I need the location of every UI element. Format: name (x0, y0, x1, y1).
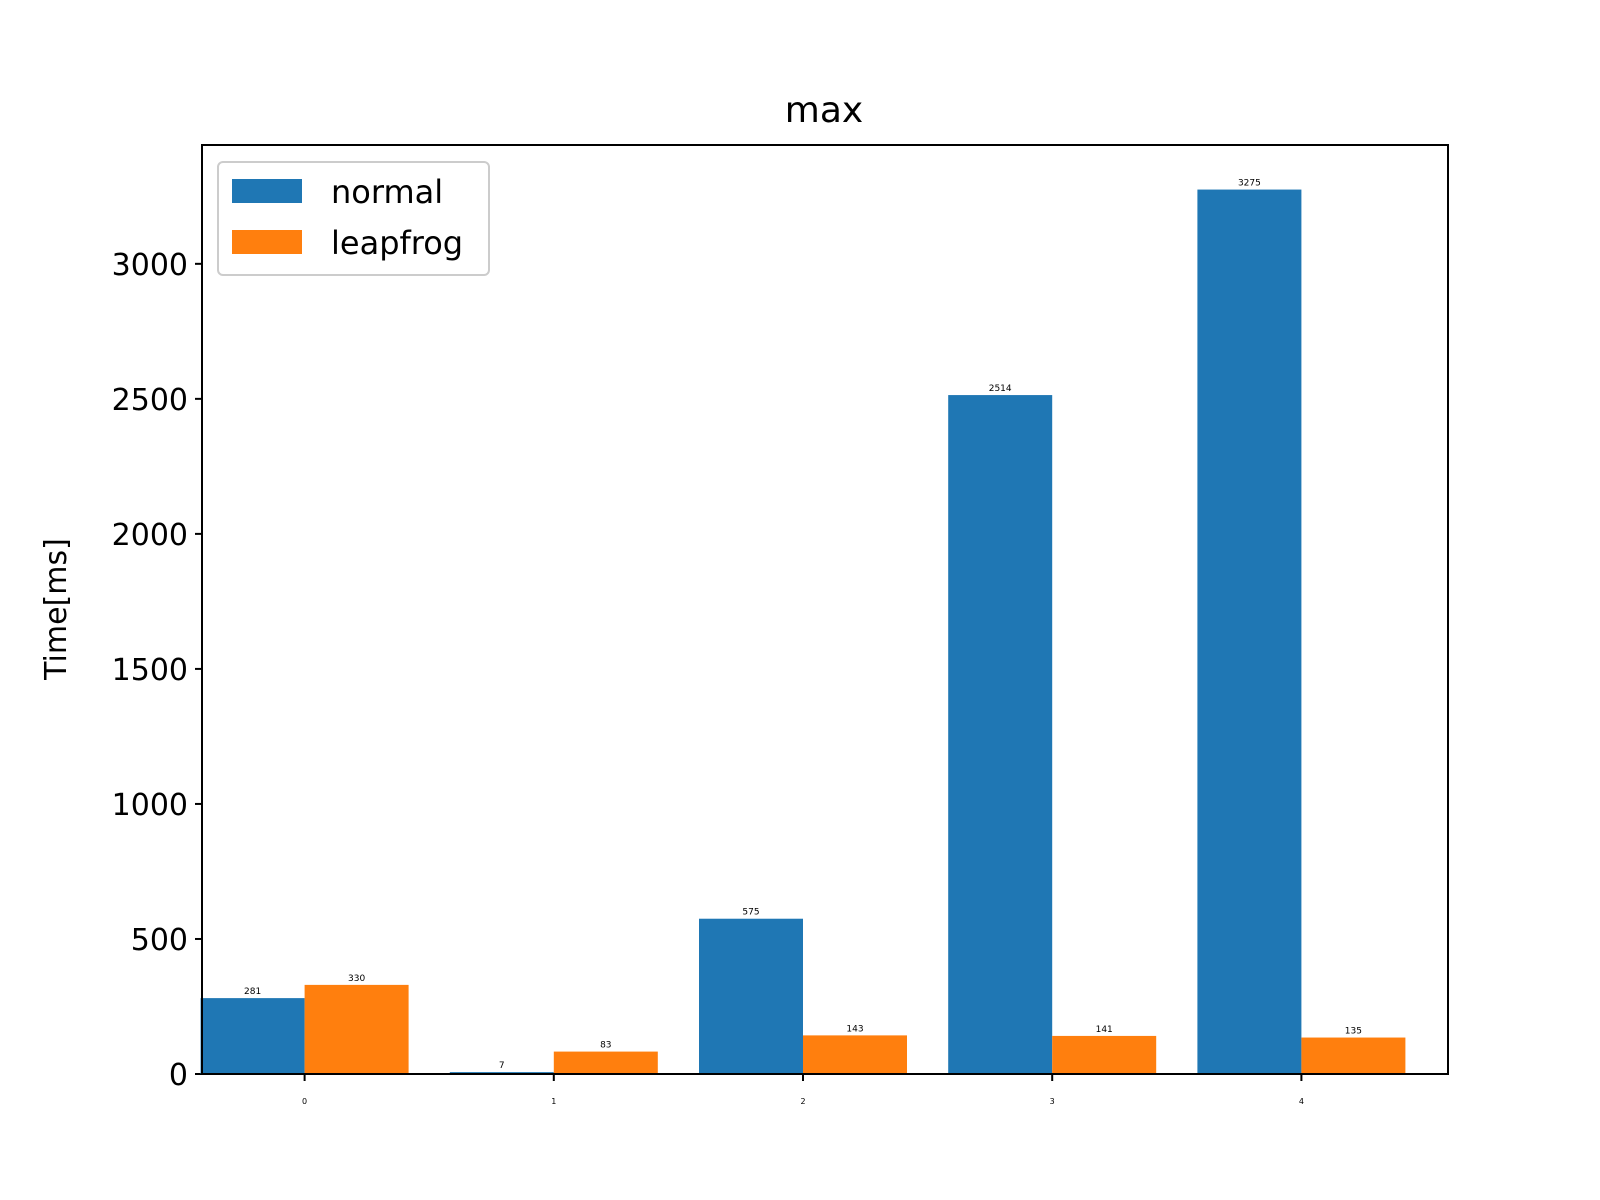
y-axis-label: Time[ms] (39, 538, 74, 681)
bar-value-label: 143 (846, 1024, 863, 1034)
legend-swatch-normal (232, 179, 302, 203)
bar-normal-4 (1197, 189, 1302, 1075)
bar-value-label: 575 (742, 908, 759, 918)
legend-label-leapfrog: leapfrog (331, 224, 463, 262)
bar-normal-2 (699, 918, 803, 1074)
x-axis: 0 1 2 3 4 (302, 1074, 1304, 1106)
bar-leapfrog-0 (304, 984, 409, 1074)
bar-normal-3 (948, 395, 1053, 1074)
bar-leapfrog-1 (553, 1051, 658, 1074)
x-tick-label: 2 (800, 1097, 805, 1106)
y-tick-label: 0 (169, 1058, 188, 1093)
y-tick-label: 2500 (112, 383, 188, 418)
bar-leapfrog-4 (1301, 1037, 1406, 1074)
bar-value-label: 83 (600, 1041, 611, 1051)
plot-frame (201, 144, 1449, 1075)
y-tick-label: 2000 (112, 518, 188, 553)
bar-value-label: 3275 (1238, 179, 1261, 189)
legend: normal leapfrog (217, 161, 490, 276)
legend-swatch-leapfrog (232, 230, 302, 254)
bars (200, 189, 1406, 1075)
bar-value-labels: 281 330 7 83 575 143 2514 141 3275 135 (244, 179, 1362, 1072)
legend-label-normal: normal (331, 173, 443, 211)
x-tick-label: 3 (1050, 1097, 1055, 1106)
bar-value-label: 281 (244, 987, 261, 997)
bar-normal-0 (200, 998, 305, 1074)
y-tick-label: 1000 (112, 788, 188, 823)
bar-value-label: 7 (499, 1061, 505, 1071)
bar-value-label: 2514 (989, 384, 1012, 394)
bar-value-label: 141 (1096, 1025, 1113, 1035)
bar-leapfrog-3 (1052, 1035, 1157, 1074)
bar-value-label: 330 (348, 974, 365, 984)
bar-leapfrog-2 (803, 1035, 907, 1074)
x-tick-label: 4 (1299, 1097, 1304, 1106)
y-tick-label: 500 (131, 923, 188, 958)
x-tick-label: 1 (551, 1097, 556, 1106)
x-tick-label: 0 (302, 1097, 307, 1106)
y-tick-label: 1500 (112, 653, 188, 688)
chart-title: max (785, 90, 863, 131)
bar-value-label: 135 (1345, 1027, 1362, 1037)
y-tick-label: 3000 (112, 248, 188, 283)
y-axis: 0 500 1000 1500 2000 2500 3000 (112, 248, 202, 1093)
